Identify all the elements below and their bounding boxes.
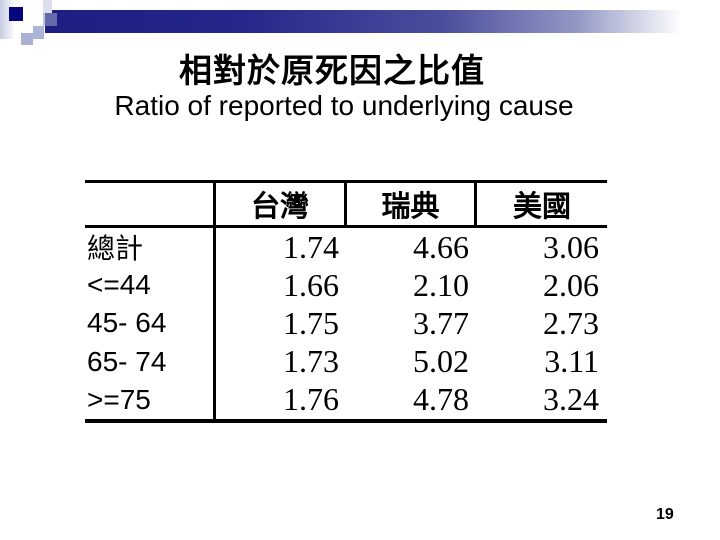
table-row: 總計 1.74 4.66 3.06 [85,228,607,267]
row-label: 總計 [85,228,216,267]
cell-value: 2.10 [413,266,469,303]
header-cell-taiwan: 台灣 [216,183,347,225]
table-row: <=44 1.66 2.10 2.06 [85,266,607,305]
table-row: >=75 1.76 4.78 3.24 [85,380,607,419]
cell-value: 1.75 [283,304,339,341]
cell-value: 4.66 [413,228,469,265]
decor-square-pale [43,0,52,13]
decor-square-navy [9,7,23,21]
row-label: >=75 [85,380,216,419]
cell-value: 2.06 [543,266,599,303]
data-table: 台灣 瑞典 美國 總計 1.74 4.66 3.06 <=44 1.66 2.1… [85,180,607,423]
page-number: 19 [656,506,674,523]
slide-title: 相對於原死因之比值 [179,52,485,89]
decor-square-mid [43,13,57,26]
cell-value: 3.11 [544,343,599,380]
cell-value: 1.66 [283,266,339,303]
table-header-row: 台灣 瑞典 美國 [85,183,607,225]
row-label: 45- 64 [85,304,216,343]
header-cell-empty [85,183,216,225]
cell-value: 1.73 [283,343,339,380]
cell-value: 4.78 [413,381,469,418]
cell-value: 3.77 [413,304,469,341]
decor-square-lavender [33,26,44,39]
row-label: <=44 [85,266,216,305]
cell-value: 1.74 [283,228,339,265]
table-top-rule [85,180,607,183]
cell-value: 3.24 [543,381,599,418]
table-row: 45- 64 1.75 3.77 2.73 [85,304,607,343]
slide-subtitle: Ratio of reported to underlying cause [114,90,574,121]
decor-square-bottom [21,33,33,45]
table-row: 65- 74 1.73 5.02 3.11 [85,342,607,381]
cell-value: 3.06 [543,228,599,265]
table-header-rule [85,225,607,228]
cell-value: 2.73 [543,304,599,341]
cell-value: 5.02 [413,343,469,380]
decor-gradient-bar [45,10,708,33]
table-bottom-rule [85,418,607,423]
cell-value: 1.76 [283,381,339,418]
header-cell-sweden: 瑞典 [347,183,477,225]
header-cell-usa: 美國 [512,191,571,223]
row-label: 65- 74 [85,342,216,381]
